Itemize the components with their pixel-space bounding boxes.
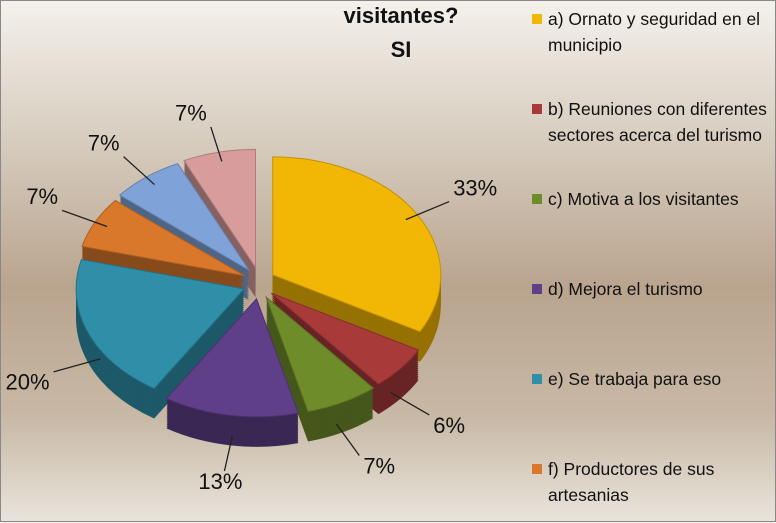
legend-swatch [532, 194, 542, 204]
data-label: 33% [453, 175, 497, 200]
legend-swatch [532, 284, 542, 294]
data-label: 6% [433, 413, 465, 438]
chart-frame: visitantes? SI 33% 6% 7% 13% 20% 7% 7% 7% [0, 0, 776, 522]
legend-item: b) Reuniones con diferentes sectores ace… [532, 96, 776, 148]
legend-item: e) Se trabaja para eso [532, 366, 776, 392]
legend-swatch [532, 104, 542, 114]
legend-swatch [532, 14, 542, 24]
data-label: 7% [363, 453, 395, 478]
data-label: 7% [88, 130, 120, 155]
data-label: 13% [198, 469, 242, 494]
legend-item: c) Motiva a los visitantes [532, 186, 776, 212]
legend-item: a) Ornato y seguridad en el municipio [532, 6, 776, 58]
chart: visitantes? SI 33% 6% 7% 13% 20% 7% 7% 7% [1, 1, 776, 523]
data-label: 20% [6, 370, 50, 395]
data-label: 7% [175, 101, 207, 126]
legend-item: f) Productores de sus artesanias [532, 456, 776, 508]
legend-label: b) Reuniones con diferentes sectores ace… [548, 99, 767, 145]
data-label: 7% [26, 184, 58, 209]
leader-line [390, 392, 429, 415]
legend-label: f) Productores de sus artesanias [548, 459, 714, 505]
legend-swatch [532, 464, 542, 474]
legend-label: c) Motiva a los visitantes [548, 189, 739, 209]
legend-label: a) Ornato y seguridad en el municipio [548, 9, 760, 55]
legend-label: d) Mejora el turismo [548, 279, 703, 299]
legend-swatch [532, 374, 542, 384]
legend-item: d) Mejora el turismo [532, 276, 776, 302]
chart-title: visitantes? [344, 3, 459, 28]
leader-line [124, 157, 155, 185]
legend-label: e) Se trabaja para eso [548, 369, 721, 389]
chart-subtitle: SI [391, 37, 412, 62]
